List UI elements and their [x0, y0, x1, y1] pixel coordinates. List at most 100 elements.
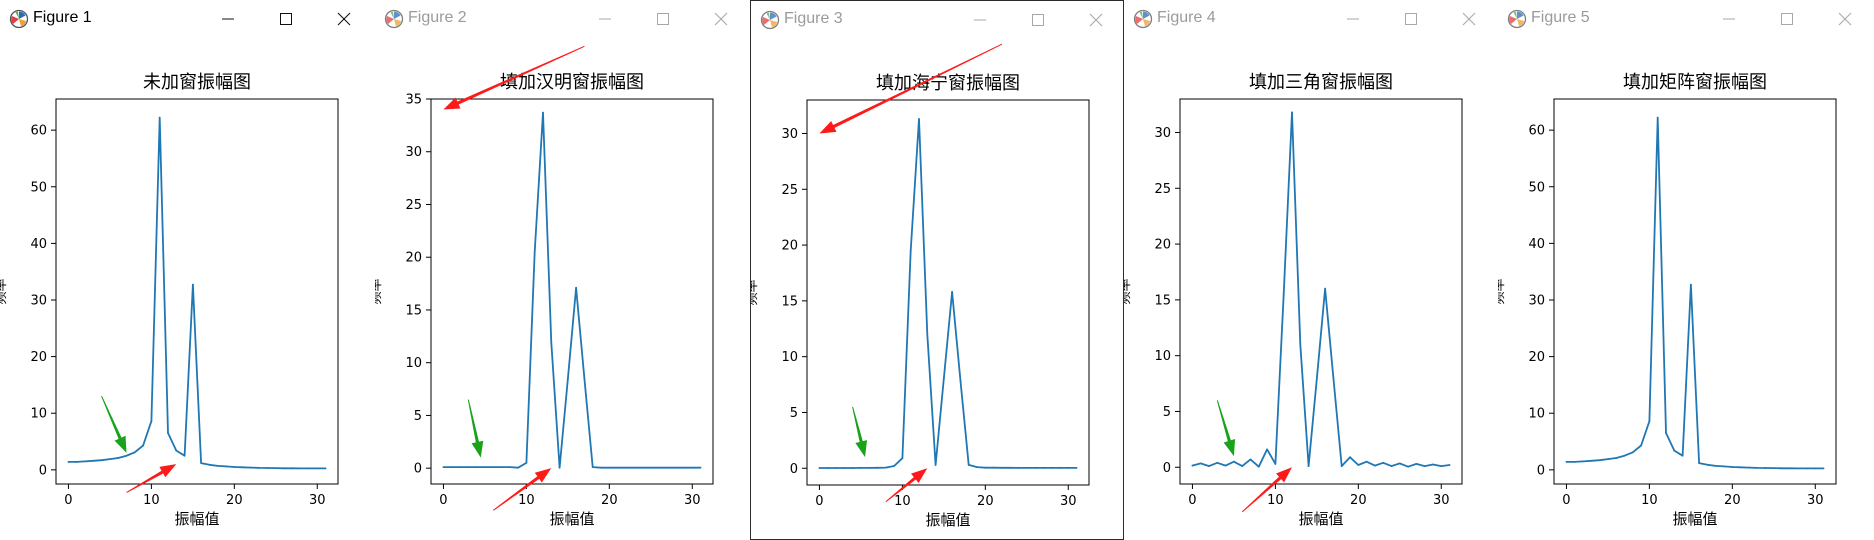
data-point: [1216, 461, 1219, 464]
window-title: Figure 4: [1157, 9, 1216, 26]
red-arrow-annotation: [885, 468, 928, 503]
maximize-icon-box: [657, 13, 669, 25]
close-button[interactable]: [1816, 0, 1874, 38]
data-point: [1307, 465, 1310, 468]
y-tick-label: 20: [1528, 350, 1545, 365]
data-point: [1756, 466, 1759, 469]
x-tick-label: 30: [684, 493, 701, 508]
matplotlib-icon: [384, 9, 404, 29]
close-icon-stroke-b: [337, 12, 351, 26]
data-point: [1714, 464, 1717, 467]
data-point: [876, 466, 879, 469]
title-bar[interactable]: Figure 3: [751, 1, 1123, 39]
series-line: [819, 118, 1077, 469]
close-button[interactable]: [692, 0, 750, 38]
chart-title: 填加三角窗振幅图: [1249, 72, 1393, 93]
x-tick-label: 20: [601, 493, 618, 508]
minimize-button[interactable]: [951, 1, 1009, 39]
data-point: [1806, 467, 1808, 470]
maximize-button[interactable]: [1758, 0, 1816, 38]
maximize-button[interactable]: [1009, 1, 1067, 39]
maximize-icon: [280, 13, 292, 25]
y-tick-label: 60: [30, 124, 47, 139]
title-bar[interactable]: Figure 4: [1124, 0, 1498, 38]
matplotlib-icon-wedge-green: [390, 11, 394, 19]
minimize-icon: [599, 18, 611, 20]
matplotlib-icon-wedge-green: [766, 12, 770, 20]
figure-canvas[interactable]: 填加三角窗振幅图 0 10 20 30 0 5 10 15 20 25 30 振幅值 频率: [1124, 38, 1496, 540]
red-arrow-annotation: [1241, 467, 1292, 513]
axes-frame: [1553, 98, 1837, 485]
figure-canvas[interactable]: 填加矩阵窗振幅图 0 10 20 30 0 10 20 30 40 50 60 振幅值 频率: [1498, 38, 1870, 540]
matplotlib-icon-wedge-blue: [19, 11, 26, 19]
y-tick-label: 20: [781, 239, 798, 254]
red-arrow-annotation: [819, 43, 1003, 134]
minimize-button[interactable]: [1324, 0, 1382, 38]
y-tick-label: 40: [1528, 237, 1545, 252]
minimize-button[interactable]: [576, 0, 634, 38]
close-button[interactable]: [1440, 0, 1498, 38]
data-point: [266, 467, 269, 469]
data-point: [1357, 464, 1360, 466]
close-icon-stroke-b: [1462, 12, 1476, 26]
figure-canvas[interactable]: 填加海宁窗振幅图 0 10 20 30 0 5 10 15 20 25 30 振幅值 频率: [751, 39, 1123, 540]
y-axis-label: 频率: [375, 278, 384, 304]
title-bar[interactable]: Figure 5: [1498, 0, 1874, 38]
data-point: [1640, 444, 1642, 447]
data-point: [918, 118, 920, 120]
maximize-button[interactable]: [257, 0, 315, 38]
maximize-button[interactable]: [1382, 0, 1440, 38]
data-point: [1034, 467, 1036, 469]
data-point: [600, 466, 602, 469]
data-point: [1415, 463, 1418, 465]
minimize-button[interactable]: [1700, 0, 1758, 38]
minimize-icon: [974, 19, 986, 21]
window-title: Figure 2: [408, 9, 467, 26]
figure-window: Figure 3 填加海宁窗振幅图 0 10 20 30 0 5 10 15 20 25 30 振幅值 频率: [750, 0, 1124, 540]
x-tick-label: 10: [143, 493, 160, 508]
title-bar[interactable]: Figure 2: [375, 0, 750, 38]
data-point: [1598, 459, 1601, 462]
red-arrow-annotation: [443, 45, 585, 110]
chart-title: 填加海宁窗振幅图: [876, 73, 1020, 94]
data-point: [274, 467, 277, 470]
y-axis-label: 频率: [0, 278, 9, 304]
y-axis-label: 频率: [751, 279, 760, 305]
window-title: Figure 3: [784, 10, 843, 27]
data-point: [84, 460, 86, 463]
matplotlib-icon-wedge-orange: [1517, 19, 1525, 27]
data-point: [942, 376, 945, 379]
data-point: [1050, 467, 1053, 469]
close-button[interactable]: [1067, 1, 1123, 39]
x-tick-label: 10: [1641, 493, 1658, 508]
red-arrow-annotation: [492, 468, 552, 511]
figure-canvas[interactable]: 未加窗振幅图 0 10 20 30 0 10 20 30 40 50 60 振幅值 频率: [0, 38, 372, 540]
window-title: Figure 5: [1531, 9, 1590, 26]
x-tick-label: 10: [894, 494, 911, 509]
data-point: [475, 466, 478, 469]
y-tick-label: 5: [414, 409, 422, 424]
data-point: [1698, 462, 1701, 464]
matplotlib-icon-group: [1133, 9, 1153, 29]
data-point: [1009, 466, 1012, 469]
figure-canvas[interactable]: 填加汉明窗振幅图 0 10 20 30 0 5 10 15 20 25 30 35 振幅值 频率: [375, 38, 747, 540]
close-icon-stroke-b: [1838, 12, 1852, 26]
data-point: [1681, 454, 1684, 457]
maximize-button[interactable]: [634, 0, 692, 38]
data-point: [826, 467, 829, 469]
data-point: [1781, 467, 1783, 470]
data-point: [1233, 460, 1235, 463]
minimize-button[interactable]: [199, 0, 257, 38]
green-arrow-annotation: [467, 399, 484, 458]
data-point: [1315, 377, 1318, 379]
data-point: [158, 116, 161, 119]
x-tick-label: 0: [1188, 493, 1196, 508]
data-point: [1324, 287, 1327, 290]
data-point: [1789, 467, 1792, 470]
minimize-icon: [1347, 18, 1359, 20]
y-tick-label: 50: [1528, 180, 1545, 195]
close-button[interactable]: [315, 0, 373, 38]
matplotlib-icon: [1133, 9, 1153, 29]
title-bar[interactable]: Figure 1: [0, 0, 373, 38]
